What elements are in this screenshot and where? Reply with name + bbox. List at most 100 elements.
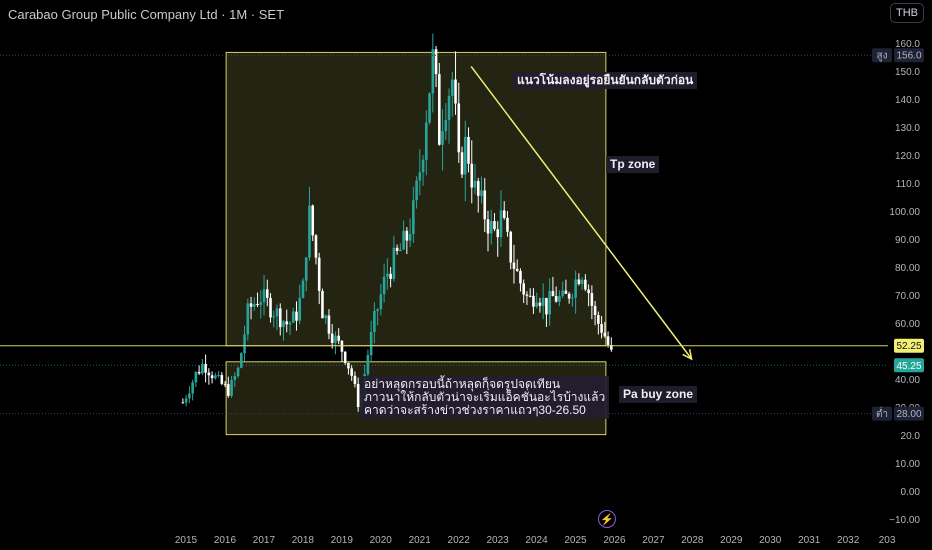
y-tick-label: 60.00 bbox=[895, 319, 920, 330]
candle-down bbox=[337, 335, 340, 341]
candle-up bbox=[240, 353, 243, 368]
candle-up bbox=[447, 95, 451, 121]
candle-down bbox=[597, 315, 600, 324]
candle-down bbox=[610, 344, 613, 350]
candle-down bbox=[220, 374, 224, 384]
candle-down bbox=[587, 289, 590, 294]
candle-up bbox=[373, 310, 376, 333]
x-tick-label: 2022 bbox=[448, 535, 471, 546]
candle-down bbox=[389, 273, 392, 279]
candle-down bbox=[577, 279, 581, 285]
candle-up bbox=[282, 321, 285, 328]
candle-down bbox=[204, 363, 207, 373]
candle-up bbox=[489, 221, 493, 234]
candle-down bbox=[321, 290, 324, 319]
low-price-badge-bg bbox=[894, 406, 924, 421]
x-tick-label: 2028 bbox=[681, 535, 704, 546]
level-price-badge-bg bbox=[894, 338, 924, 353]
candle-down bbox=[197, 371, 201, 374]
candle-down bbox=[405, 230, 409, 241]
downtrend-arrow[interactable] bbox=[470, 65, 693, 360]
candle-down bbox=[467, 136, 470, 164]
candle-down bbox=[476, 180, 480, 196]
candle-up bbox=[580, 279, 584, 285]
y-tick-label: 110.0 bbox=[896, 179, 921, 190]
y-tick-label: 130.0 bbox=[895, 123, 920, 134]
y-tick-label: 100.00 bbox=[889, 207, 920, 218]
x-tick-label: 2029 bbox=[720, 535, 743, 546]
candle-down bbox=[207, 372, 211, 376]
candle-down bbox=[256, 303, 259, 306]
candle-down bbox=[460, 152, 464, 175]
buy-zone-annotation[interactable]: Pa buy zone bbox=[619, 386, 698, 403]
candle-down bbox=[564, 290, 568, 294]
y-tick-label: −10.00 bbox=[889, 515, 920, 526]
candle-up bbox=[262, 289, 266, 303]
y-tick-label: 40.00 bbox=[895, 375, 920, 386]
candle-down bbox=[590, 293, 594, 306]
y-tick-label: 140.0 bbox=[895, 95, 920, 106]
x-tick-label: 203 bbox=[879, 535, 896, 546]
candle-down bbox=[522, 283, 525, 295]
candle-down bbox=[509, 231, 513, 263]
candle-down bbox=[606, 336, 610, 345]
candle-down bbox=[353, 375, 357, 384]
candle-up bbox=[499, 210, 503, 238]
candle-up bbox=[402, 230, 405, 250]
warning-annotation[interactable]: อย่าหลุดกรอบนี้ถ้าหลุดก็จดรูปจดเทียน ภาว… bbox=[360, 376, 610, 419]
candle-up bbox=[480, 190, 483, 196]
candle-up bbox=[441, 131, 444, 145]
candle-down bbox=[269, 297, 272, 318]
candle-up bbox=[444, 120, 448, 132]
candle-down bbox=[317, 257, 321, 291]
candle-up bbox=[272, 316, 276, 318]
chart-title: Carabao Group Public Company Ltd · 1M · … bbox=[8, 7, 285, 22]
candle-down bbox=[265, 289, 269, 298]
tp-zone-annotation[interactable]: Tp zone bbox=[606, 156, 660, 173]
candle-up bbox=[243, 334, 246, 354]
candle-down bbox=[350, 368, 353, 376]
candle-down bbox=[483, 190, 487, 220]
candle-up bbox=[201, 363, 204, 374]
candle-up bbox=[334, 335, 337, 343]
candle-up bbox=[392, 247, 396, 279]
level-price-badge: 52.25 bbox=[896, 341, 921, 352]
candle-up bbox=[214, 375, 217, 379]
high-price-badge: 156.0 bbox=[896, 51, 921, 62]
candle-up bbox=[376, 309, 379, 311]
candle-down bbox=[486, 219, 490, 234]
low-price-badge-prefix: ต่ำ bbox=[876, 406, 888, 420]
y-tick-label: 80.00 bbox=[895, 263, 920, 274]
currency-button[interactable]: THB bbox=[890, 3, 924, 23]
candle-down bbox=[519, 270, 522, 284]
candle-down bbox=[532, 295, 535, 307]
candle-up bbox=[412, 200, 415, 235]
candle-up bbox=[236, 367, 240, 377]
candle-up bbox=[548, 291, 551, 315]
candle-down bbox=[567, 293, 571, 299]
candle-up bbox=[382, 276, 386, 295]
candle-down bbox=[584, 279, 587, 290]
candle-down bbox=[278, 308, 282, 328]
candle-up bbox=[304, 257, 308, 281]
x-tick-label: 2024 bbox=[525, 535, 548, 546]
lightning-icon[interactable]: ⚡ bbox=[598, 510, 616, 528]
candle-down bbox=[454, 79, 457, 104]
candle-up bbox=[408, 234, 412, 241]
candle-up bbox=[194, 371, 198, 383]
y-tick-label: 70.00 bbox=[895, 291, 920, 302]
candle-up bbox=[463, 136, 467, 175]
candle-up bbox=[428, 93, 431, 123]
candle-down bbox=[434, 49, 438, 75]
candle-up bbox=[473, 180, 477, 188]
candle-down bbox=[593, 305, 597, 316]
candle-up bbox=[298, 297, 302, 321]
last-price-badge-bg bbox=[894, 358, 924, 373]
candle-down bbox=[525, 294, 529, 296]
candle-down bbox=[496, 229, 500, 238]
candle-down bbox=[512, 262, 516, 269]
downtrend-annotation[interactable]: แนวโน้มลงอยู่รอยืนยันกลับตัวก่อน bbox=[513, 72, 698, 89]
candle-up bbox=[188, 393, 191, 399]
candle-down bbox=[330, 333, 334, 343]
